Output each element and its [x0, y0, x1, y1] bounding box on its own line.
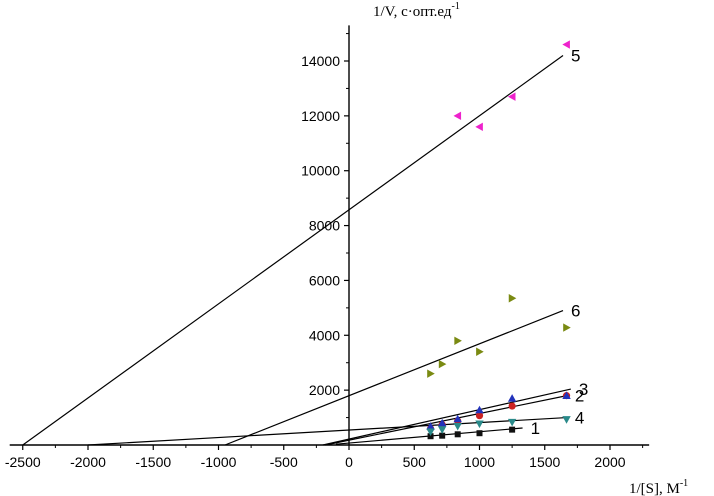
fit-lines-layer [22, 55, 571, 446]
x-tick-label: 500 [403, 454, 427, 470]
fit-line-4 [87, 416, 567, 446]
points-layer [426, 40, 571, 440]
x-tick-label: -2000 [70, 454, 106, 470]
curve-label-2: 2 [575, 387, 584, 406]
data-point-series-6 [476, 347, 484, 356]
curve-label-1: 1 [531, 419, 540, 438]
x-tick-label: 1000 [464, 454, 495, 470]
data-point-series-4 [475, 420, 484, 429]
data-point-series-4 [562, 416, 571, 424]
x-tick-label: 0 [345, 454, 353, 470]
fit-line-6 [224, 310, 564, 446]
data-point-series-4 [437, 426, 447, 434]
data-point-series-1 [454, 431, 461, 438]
x-tick-label: 1500 [529, 454, 560, 470]
data-point-series-1 [476, 430, 483, 437]
data-point-series-3 [437, 418, 447, 427]
data-point-series-5 [475, 122, 483, 132]
fit-line-3 [322, 388, 571, 446]
x-tick-label: -1500 [135, 454, 171, 470]
x-axis-title: 1/[S], М-1 [629, 478, 688, 496]
y-axis-title-text: 1/V, с·опт.ед [373, 4, 452, 20]
curve-label-6: 6 [571, 302, 580, 321]
data-point-series-5 [453, 111, 462, 121]
curve-label-3: 3 [579, 380, 588, 399]
y-tick-label: 2000 [309, 382, 340, 398]
data-point-series-3 [507, 394, 517, 402]
data-point-series-4 [426, 428, 435, 437]
data-point-series-6 [454, 336, 462, 345]
grid-layer: -2500 -2000 -1500 -1000 -500 0 500 1000 1500 2000… [5, 25, 650, 470]
data-point-series-3 [453, 414, 462, 423]
fit-line-5 [22, 55, 564, 446]
data-point-series-1 [509, 426, 516, 433]
data-point-series-4 [453, 422, 462, 431]
curve-label-4: 4 [575, 409, 584, 428]
data-point-series-5 [507, 92, 516, 101]
data-point-series-4 [507, 418, 517, 427]
x-tick-label: -1000 [201, 454, 237, 470]
x-tick-label: -2500 [5, 454, 41, 470]
data-point-series-2 [508, 402, 516, 410]
y-tick-label: 6000 [309, 272, 340, 288]
y-axis-title: 1/V, с·опт.ед-1 [373, 1, 460, 20]
data-point-series-6 [438, 359, 447, 369]
data-point-series-6 [427, 369, 435, 378]
data-point-series-3 [475, 405, 484, 414]
data-point-series-3 [562, 391, 571, 399]
data-point-series-6 [508, 294, 517, 303]
data-point-series-1 [439, 432, 446, 439]
y-tick-label: 4000 [309, 327, 340, 343]
data-point-series-6 [563, 323, 571, 332]
x-axis-title-superscript: -1 [680, 478, 688, 489]
y-axis-title-superscript: -1 [452, 1, 460, 12]
x-axis-title-text: 1/[S], М [629, 481, 680, 496]
y-tick-label: 14000 [301, 53, 340, 69]
curve-label-5: 5 [571, 47, 580, 66]
data-point-series-1 [427, 433, 434, 440]
x-tick-label: 2000 [594, 454, 625, 470]
y-tick-label: 12000 [301, 108, 340, 124]
y-tick-label: 10000 [301, 163, 340, 179]
data-point-series-3 [426, 422, 435, 430]
fit-line-2 [325, 395, 568, 446]
data-point-series-5 [562, 40, 570, 49]
data-point-series-2 [475, 412, 484, 420]
x-tick-label: -500 [270, 454, 298, 470]
